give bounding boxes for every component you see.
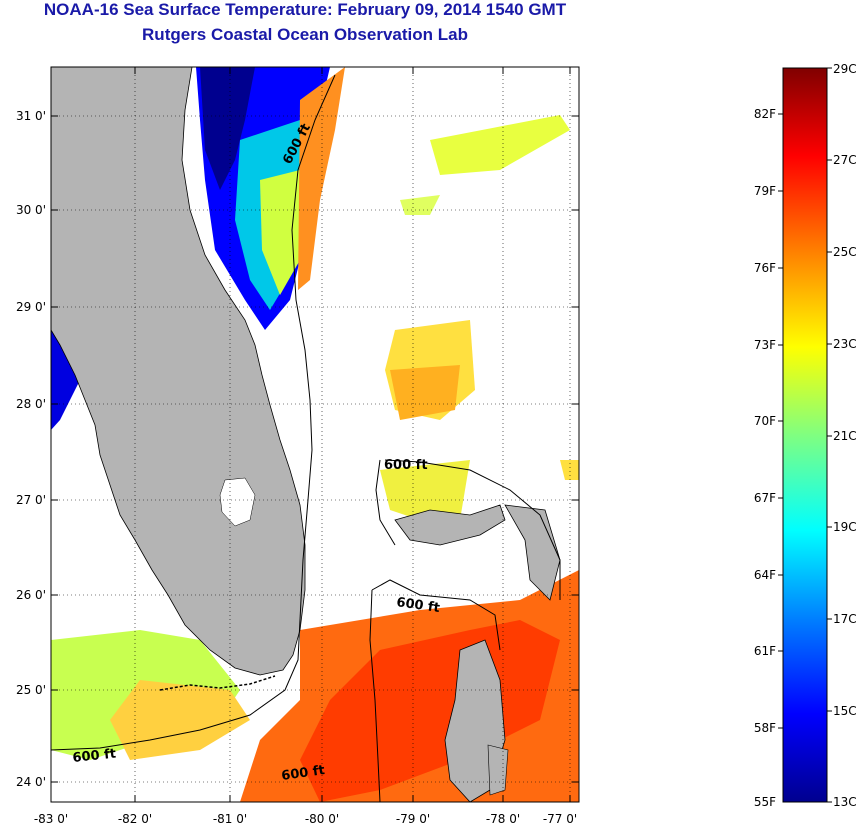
lat-label: 26 0' [16, 588, 46, 602]
map-frame [50, 66, 580, 803]
offshore-patch-4 [430, 115, 570, 175]
colorbar-f-label: 79F [754, 184, 776, 198]
colorbar-c-label: 21C [833, 429, 857, 443]
lat-label: 24 0' [16, 775, 46, 789]
lat-label: 28 0' [16, 397, 46, 411]
offshore-patch-2 [390, 365, 460, 420]
contour-600ft-bahama-west [375, 459, 396, 546]
lon-label: -81 0' [213, 812, 247, 826]
colorbar-f-label: 64F [754, 568, 776, 582]
grand-bahama [394, 504, 506, 546]
lat-label: 31 0' [16, 109, 46, 123]
lat-label: 27 0' [16, 493, 46, 507]
colorbar-c-label: 27C [833, 153, 857, 167]
lat-label: 30 0' [16, 203, 46, 217]
colorbar-f-label: 67F [754, 491, 776, 505]
lon-label: -79 0' [396, 812, 430, 826]
offshore-patch-6 [560, 460, 579, 480]
keys-warmer-water [110, 680, 250, 760]
contour-600ft-bahama-north [384, 459, 561, 600]
gulf-stream-core [300, 620, 560, 802]
colorbar [782, 67, 828, 803]
contour-label: 600 ft [384, 458, 428, 473]
andros-south [487, 744, 509, 796]
colorbar-c-label: 23C [833, 337, 857, 351]
colorbar-c-label: 17C [833, 612, 857, 626]
colorbar-c-label: 15C [833, 704, 857, 718]
map-title: NOAA-16 Sea Surface Temperature: Februar… [43, 0, 567, 19]
contour-label: 600 ft [72, 747, 117, 766]
cold-water-deep [200, 67, 255, 190]
warm-water-patch [260, 170, 300, 295]
map-subtitle: Rutgers Coastal Ocean Observation Lab [142, 25, 468, 44]
offshore-patch-5 [400, 195, 440, 215]
colorbar-f-label: 73F [754, 338, 776, 352]
colorbar-f-label: 61F [754, 644, 776, 658]
colorbar-f-label: 58F [754, 721, 776, 735]
contour-600ft-tongue [371, 579, 501, 651]
gulf-stream-north [298, 67, 345, 290]
contour-600ft-tongue-west [369, 589, 381, 802]
colorbar-f-label: 76F [754, 261, 776, 275]
colorbar-c-label: 29C [833, 62, 857, 76]
lon-label: -80 0' [305, 812, 339, 826]
contour-600ft-florida [51, 74, 336, 751]
lat-label: 29 0' [16, 300, 46, 314]
colorbar-c-label: 25C [833, 245, 857, 259]
lon-label: -82 0' [118, 812, 152, 826]
contour-label: 600 ft [395, 595, 440, 616]
colorbar-f-label: 55F [754, 795, 776, 809]
offshore-patch-3 [380, 460, 470, 520]
lon-label: -78 0' [486, 812, 520, 826]
colorbar-f-label: 82F [754, 107, 776, 121]
lat-label: 25 0' [16, 683, 46, 697]
colorbar-c-label: 19C [833, 520, 857, 534]
contour-label: 600 ft [280, 763, 325, 784]
lake-okeechobee [219, 477, 256, 527]
colorbar-c-label: 13C [833, 795, 857, 809]
lon-label: -77 0' [543, 812, 577, 826]
lon-label: -83 0' [34, 812, 68, 826]
colorbar-f-label: 70F [754, 414, 776, 428]
florida-keys [159, 675, 276, 691]
